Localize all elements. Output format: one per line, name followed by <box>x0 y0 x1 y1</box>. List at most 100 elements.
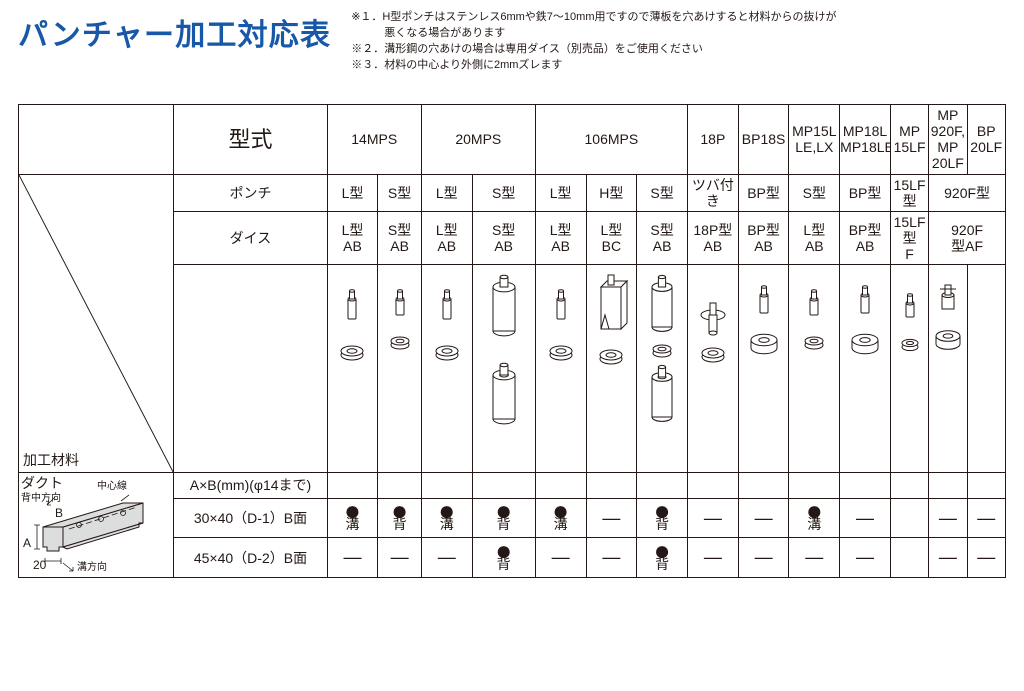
compat-table: 型式型式14MPS20MPS106MPS18PBP18SMP15LLE,LXMP… <box>18 104 1006 578</box>
die-8: BP型AB <box>738 211 789 264</box>
punch-3: S型 <box>472 174 535 211</box>
spec2-0: — <box>327 538 378 578</box>
tool-img-10 <box>840 265 891 473</box>
spec1-13: — <box>967 498 1005 538</box>
spec1-0: ●溝 <box>327 498 378 538</box>
material-diag-cell: 加工材料 <box>19 174 174 472</box>
die-10: BP型AB <box>840 211 891 264</box>
model-BP20LF: BP20LF <box>967 104 1005 174</box>
punch-0: L型 <box>327 174 378 211</box>
spec2-11 <box>890 538 928 578</box>
spec1-11 <box>890 498 928 538</box>
die-11: 15LF型F <box>890 211 928 264</box>
spec2-6: ●背 <box>637 538 688 578</box>
spec0-10 <box>840 473 891 498</box>
spec0-9 <box>789 473 840 498</box>
spec0-11 <box>890 473 928 498</box>
model-MP920F: MP920F,MP20LF <box>929 104 967 174</box>
duct-back: 背中方向 <box>21 493 61 505</box>
tool-img-8 <box>738 265 789 473</box>
die-7: 18P型AB <box>687 211 738 264</box>
imgrow-leftblank <box>174 265 327 473</box>
tool-img-12 <box>929 265 967 473</box>
duct-center: 中心線 <box>97 481 127 493</box>
tool-img-5 <box>586 265 637 473</box>
corner-blank-l <box>19 104 174 174</box>
tool-img-4 <box>535 265 586 473</box>
die-1: S型AB <box>378 211 422 264</box>
model-MP18L: MP18LMP18LE <box>840 104 891 174</box>
tool-img-6 <box>637 265 688 473</box>
punch-4: L型 <box>535 174 586 211</box>
punch-8: BP型 <box>738 174 789 211</box>
duct-B: B <box>55 507 63 521</box>
spec1-1: ●背 <box>378 498 422 538</box>
tool-img-2 <box>421 265 472 473</box>
die-6: S型AB <box>637 211 688 264</box>
spec2-3: ●背 <box>472 538 535 578</box>
die-5: L型BC <box>586 211 637 264</box>
spec-label-1: 30×40（D-1）B面 <box>174 498 327 538</box>
spec0-12 <box>929 473 967 498</box>
spec2-8: — <box>738 538 789 578</box>
spec0-7 <box>687 473 738 498</box>
die-9: L型AB <box>789 211 840 264</box>
duct-A: A <box>23 537 31 551</box>
model-MP15LF: MP15LF <box>890 104 928 174</box>
die-3: S型AB <box>472 211 535 264</box>
spec0-1 <box>378 473 422 498</box>
tool-img-1 <box>378 265 422 473</box>
punch-10: BP型 <box>840 174 891 211</box>
tool-img-9 <box>789 265 840 473</box>
punch-6: S型 <box>637 174 688 211</box>
spec1-9: ●溝 <box>789 498 840 538</box>
tool-img-13 <box>967 265 1005 473</box>
spec0-2 <box>421 473 472 498</box>
spec2-7: — <box>687 538 738 578</box>
spec1-3: ●背 <box>472 498 535 538</box>
notes-block: ※１．H型ポンチはステンレス6mmや鉄7～10mm用ですので薄板を穴あけすると材… <box>351 10 836 74</box>
spec0-0 <box>327 473 378 498</box>
die-4: L型AB <box>535 211 586 264</box>
spec1-5: — <box>586 498 637 538</box>
note-4: ※３．材料の中心より外側に2mmズレます <box>351 58 836 74</box>
spec2-1: — <box>378 538 422 578</box>
spec1-12: — <box>929 498 967 538</box>
model-BP18S: BP18S <box>738 104 789 174</box>
punch-11: 15LF型 <box>890 174 928 211</box>
model-18P: 18P <box>687 104 738 174</box>
tool-img-0 <box>327 265 378 473</box>
spec2-2: — <box>421 538 472 578</box>
model-label-cell: 型式 <box>174 104 327 174</box>
spec0-3 <box>472 473 535 498</box>
spec2-4: — <box>535 538 586 578</box>
duct-diagram-cell: ダクト 背中方向 中心線 溝方向 A B 20 <box>19 473 174 578</box>
spec1-7: — <box>687 498 738 538</box>
spec1-2: ●溝 <box>421 498 472 538</box>
spec0-6 <box>637 473 688 498</box>
model-106MPS: 106MPS <box>535 104 687 174</box>
spec1-8: — <box>738 498 789 538</box>
punch-label: ポンチ <box>174 174 327 211</box>
punch-7: ツバ付き <box>687 174 738 211</box>
page-title: パンチャー加工対応表 <box>18 10 331 54</box>
spec2-10: — <box>840 538 891 578</box>
spec0-4 <box>535 473 586 498</box>
spec2-5: — <box>586 538 637 578</box>
spec2-12: — <box>929 538 967 578</box>
punch-9: S型 <box>789 174 840 211</box>
note-1: ※１．H型ポンチはステンレス6mmや鉄7～10mm用ですので薄板を穴あけすると材… <box>351 10 836 26</box>
die-0: L型AB <box>327 211 378 264</box>
spec1-6: ●背 <box>637 498 688 538</box>
punch-12: 920F型 <box>929 174 1006 211</box>
tool-img-7 <box>687 265 738 473</box>
spec-label-2: 45×40（D-2）B面 <box>174 538 327 578</box>
spec1-10: — <box>840 498 891 538</box>
tool-img-3 <box>472 265 535 473</box>
spec2-13: — <box>967 538 1005 578</box>
spec0-5 <box>586 473 637 498</box>
spec-label-0: A×B(mm)(φ14まで) <box>174 473 327 498</box>
tool-img-11 <box>890 265 928 473</box>
model-MP15L: MP15LLE,LX <box>789 104 840 174</box>
material-label: 加工材料 <box>23 452 79 468</box>
